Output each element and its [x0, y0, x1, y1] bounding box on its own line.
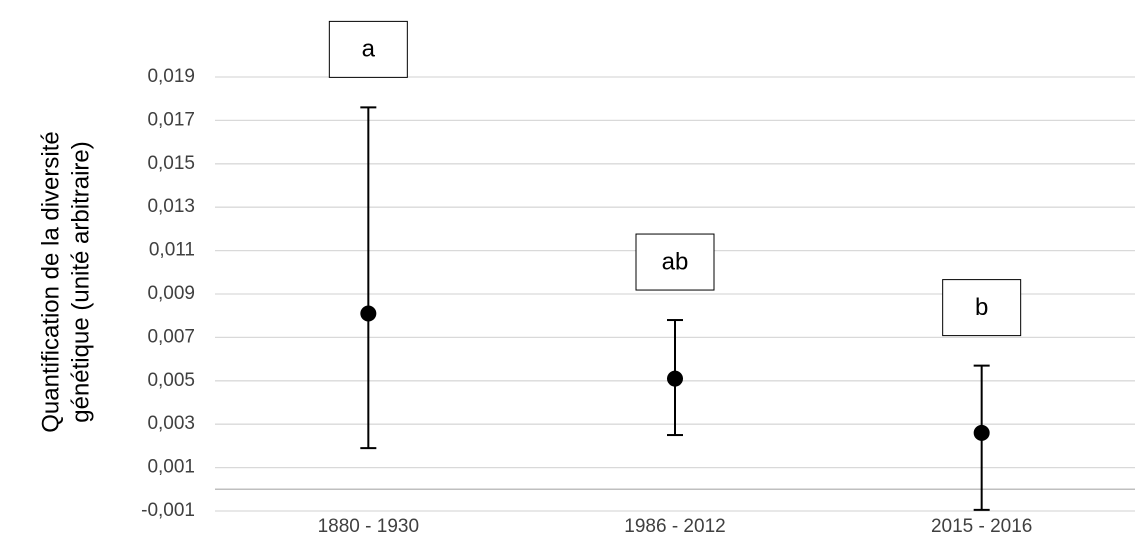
group-label: a	[362, 36, 376, 63]
y-axis-title-line: Quantification de la diversité	[37, 131, 64, 433]
group-label: b	[975, 294, 988, 321]
point	[360, 305, 377, 322]
y-tick-label: 0,013	[147, 196, 195, 217]
point	[973, 424, 990, 441]
point	[667, 370, 683, 387]
y-tick-label: 0,007	[147, 326, 195, 347]
y-tick-label: 0,003	[147, 413, 195, 434]
y-tick-label: 0,005	[147, 370, 195, 391]
x-tick-label: 1880 - 1930	[318, 516, 419, 537]
y-tick-label: 0,009	[147, 283, 195, 304]
y-axis-title: Quantification de la diversité génétique…	[37, 131, 94, 433]
y-tick-label: 0,019	[147, 66, 195, 87]
y-tick-label: 0,011	[149, 240, 195, 261]
y-tick-label: -0,001	[141, 500, 195, 521]
x-tick-label: 1986 - 2012	[624, 516, 725, 537]
x-tick-label: 2015 - 2016	[931, 516, 1032, 537]
group-label-box	[942, 279, 1022, 337]
y-tick-label: 0,001	[147, 457, 195, 478]
y-tick-label: 0,017	[147, 109, 195, 130]
group-label: ab	[662, 248, 689, 275]
y-tick-label: 0,015	[147, 153, 195, 174]
group-label-box	[635, 233, 715, 291]
y-axis-title-line: génétique (unité arbitraire)	[67, 141, 94, 423]
group-label-box	[328, 20, 408, 78]
